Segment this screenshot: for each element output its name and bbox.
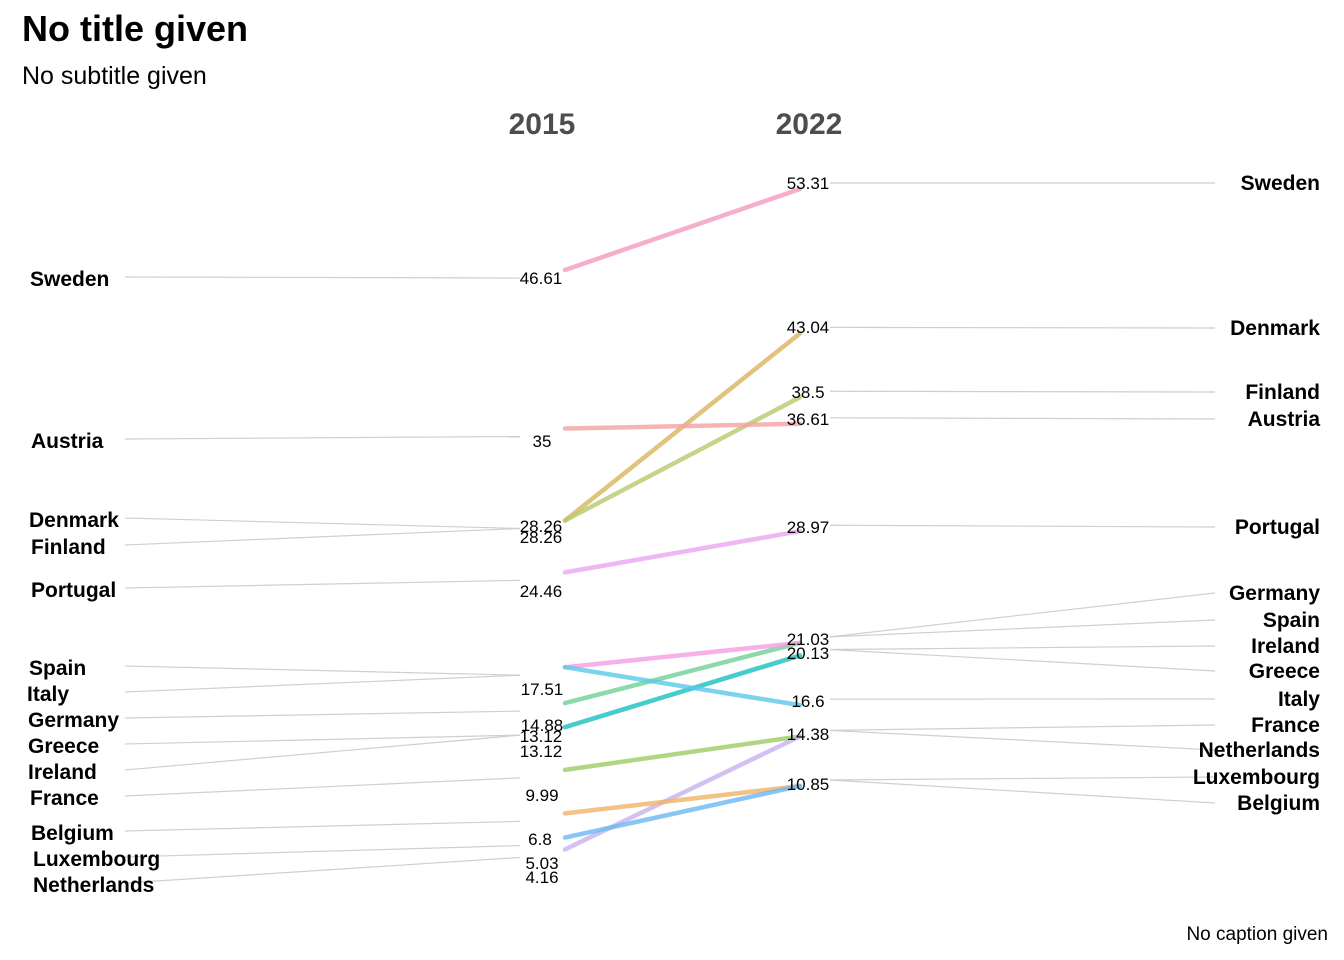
country-label-2015-ireland: Ireland (28, 761, 97, 784)
slope-line-germany (562, 640, 803, 706)
value-label-2022: 38.5 (791, 383, 824, 402)
country-label-2015-germany: Germany (28, 709, 119, 732)
slope-line-luxembourg (562, 783, 803, 840)
country-label-2022-ireland: Ireland (1251, 635, 1320, 658)
slope-line-austria (562, 421, 803, 431)
country-label-2015-italy: Italy (27, 683, 69, 706)
country-label-2022-italy: Italy (1278, 688, 1320, 711)
guide-line-2022-austria (829, 417, 1216, 420)
value-label-2015: 5.03 (525, 854, 558, 873)
country-label-2022-belgium: Belgium (1237, 792, 1320, 815)
value-label-2015: 4.16 (525, 868, 558, 887)
country-label-2022-denmark: Denmark (1230, 317, 1320, 340)
country-label-2015-greece: Greece (28, 735, 99, 758)
value-label-2015: 35 (533, 432, 552, 451)
guide-line-2022-belgium (829, 779, 1216, 804)
year-header-2015: 2015 (509, 108, 576, 141)
country-label-2015-spain: Spain (29, 657, 86, 680)
chart-subtitle: No subtitle given (22, 62, 207, 90)
guide-line-2015-austria (124, 435, 521, 440)
country-label-2015-sweden: Sweden (30, 268, 109, 291)
value-label-2015: 17.51 (521, 680, 564, 699)
guide-line-2022-luxembourg (829, 776, 1216, 781)
country-label-2015-austria: Austria (31, 430, 104, 453)
guide-line-2015-finland (124, 527, 521, 546)
country-label-2015-portugal: Portugal (31, 579, 116, 602)
value-label-2022: 43.04 (787, 318, 830, 337)
guide-line-2015-spain (124, 665, 521, 676)
country-label-2022-portugal: Portugal (1235, 516, 1320, 539)
value-label-2022: 28.97 (787, 518, 830, 537)
guide-line-2022-france (829, 724, 1216, 731)
value-label-2022: 53.31 (787, 174, 830, 193)
country-label-2015-luxembourg: Luxembourg (33, 848, 160, 871)
guide-line-2022-finland (829, 390, 1216, 393)
value-label-2015: 9.99 (525, 786, 558, 805)
slope-line-portugal (562, 528, 803, 575)
guide-line-2022-netherlands (829, 729, 1216, 751)
value-label-2015: 28.26 (520, 528, 563, 547)
country-label-2015-france: France (30, 787, 99, 810)
slope-line-sweden (562, 186, 803, 273)
guide-line-2022-spain (829, 619, 1216, 638)
guide-line-2022-germany (829, 592, 1216, 638)
country-label-2022-spain: Spain (1263, 609, 1320, 632)
guide-line-2015-germany (124, 710, 521, 719)
country-label-2015-finland: Finland (31, 536, 106, 559)
value-label-2015: 6.8 (528, 830, 552, 849)
guide-line-2015-greece (124, 734, 521, 745)
slope-line-france (562, 734, 803, 773)
guide-line-2015-sweden (124, 276, 521, 279)
guide-line-2022-greece (829, 648, 1216, 672)
country-label-2022-netherlands: Netherlands (1199, 739, 1320, 762)
chart-title: No title given (22, 8, 249, 49)
value-label-2022: 16.6 (791, 692, 824, 711)
guide-line-2015-italy (124, 674, 521, 693)
value-label-2022: 14.38 (787, 725, 830, 744)
guide-line-2015-ireland (124, 734, 521, 771)
country-label-2022-finland: Finland (1245, 381, 1320, 404)
guide-line-2022-portugal (829, 524, 1216, 528)
guide-line-2022-ireland (829, 645, 1216, 651)
guide-line-2015-france (124, 777, 521, 797)
value-label-2022: 36.61 (787, 410, 830, 429)
value-label-2015: 14.88 (521, 716, 564, 735)
country-label-2022-germany: Germany (1229, 582, 1320, 605)
slope-line-finland (562, 394, 803, 523)
slope-line-italy (562, 664, 803, 708)
value-label-2015: 28.26 (520, 517, 563, 536)
country-label-2015-denmark: Denmark (29, 509, 119, 532)
guide-line-2015-netherlands (124, 856, 521, 884)
guide-line-2015-portugal (124, 579, 521, 589)
year-header-2022: 2022 (776, 108, 843, 141)
country-label-2022-luxembourg: Luxembourg (1193, 766, 1320, 789)
value-label-2022: 21.03 (787, 630, 830, 649)
country-label-2015-netherlands: Netherlands (33, 874, 154, 897)
country-label-2022-france: France (1251, 714, 1320, 737)
guide-line-2022-denmark (829, 326, 1216, 329)
country-label-2015-belgium: Belgium (31, 822, 114, 845)
value-label-2022: 10.85 (787, 775, 830, 794)
value-label-2022: 20.13 (787, 644, 830, 663)
slope-line-spain (562, 640, 803, 670)
country-label-2022-greece: Greece (1249, 660, 1320, 683)
value-label-2015: 13.12 (520, 742, 563, 761)
value-label-2015: 13.12 (520, 727, 563, 746)
slope-line-greece (562, 653, 803, 730)
guide-line-2015-denmark (124, 517, 521, 530)
chart-caption: No caption given (1186, 924, 1328, 945)
value-label-2015: 24.46 (520, 582, 563, 601)
slope-line-belgium (562, 783, 803, 816)
country-label-2022-austria: Austria (1248, 408, 1321, 431)
guide-line-2015-belgium (124, 820, 521, 832)
value-label-2015: 46.61 (520, 269, 563, 288)
guide-line-2015-luxembourg (124, 844, 521, 858)
country-label-2022-sweden: Sweden (1241, 172, 1320, 195)
